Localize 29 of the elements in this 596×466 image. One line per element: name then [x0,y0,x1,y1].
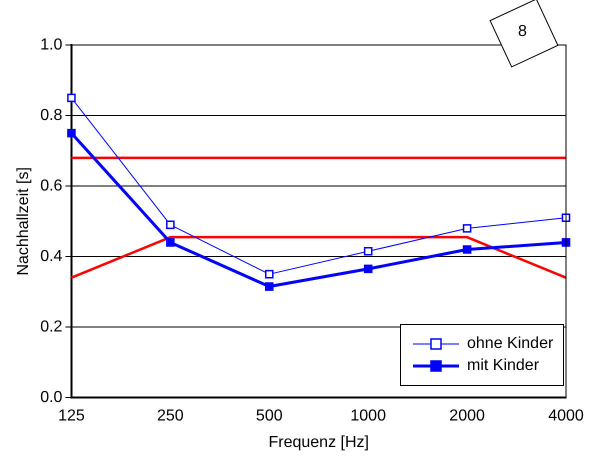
point [166,220,175,230]
y-tick-label: 0.0 [40,389,63,406]
point [364,264,372,274]
point [462,245,472,254]
y-tick-label: 0.2 [40,318,63,336]
x-tick-label: 4000 [548,408,584,425]
point [364,246,372,256]
x-tick-label: 2000 [449,408,485,425]
text: 8 [518,23,527,41]
point [562,238,570,247]
point [67,128,76,138]
x-tick-label: 1000 [350,408,386,425]
y-tick-label: 0.6 [40,177,63,194]
x-tick-label: 250 [157,408,184,425]
x-tick-label: 500 [256,408,283,425]
point [462,224,472,233]
y-tick-label: 0.8 [40,106,63,124]
x-tick-label: 125 [58,408,85,425]
legend-label: mit Kinder [467,356,540,375]
y-tick-label: 1.0 [40,36,63,54]
point [166,238,175,247]
point [264,282,274,291]
point [264,270,274,278]
y-axis-title: Nachhallzeit [s] [15,167,32,276]
x-axis-title: Frequenz [Hz] [268,434,369,451]
point [67,94,76,102]
point [562,213,570,222]
legend-label: ohne Kinder [467,334,554,353]
y-tick-label: 0.4 [40,248,63,265]
